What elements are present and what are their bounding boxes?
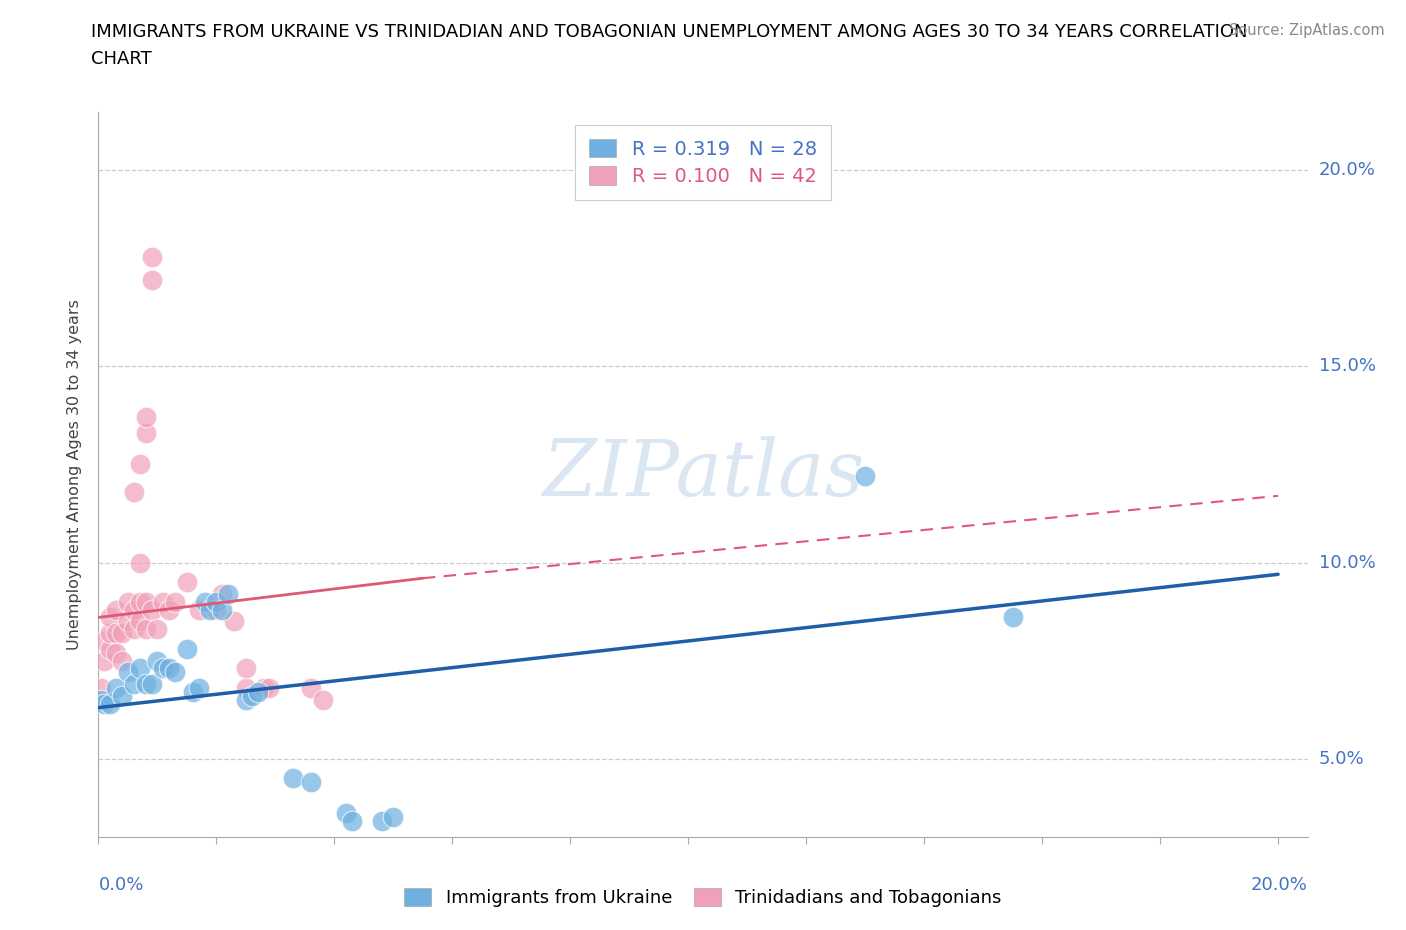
Text: 10.0%: 10.0%	[1319, 553, 1375, 572]
Point	[98, 626, 121, 641]
Point	[240, 688, 263, 703]
Point	[98, 642, 121, 657]
Text: 20.0%: 20.0%	[1251, 876, 1308, 894]
Y-axis label: Unemployment Among Ages 30 to 34 years: Unemployment Among Ages 30 to 34 years	[67, 299, 83, 650]
Point	[176, 642, 198, 657]
Point	[135, 622, 157, 637]
Point	[181, 684, 204, 699]
Point	[111, 626, 134, 641]
Point	[141, 249, 163, 264]
Legend: Immigrants from Ukraine, Trinidadians and Tobagonians: Immigrants from Ukraine, Trinidadians an…	[395, 880, 1011, 916]
Point	[128, 457, 150, 472]
Point	[335, 806, 357, 821]
Text: 20.0%: 20.0%	[1319, 162, 1375, 179]
Point	[152, 594, 174, 609]
Point	[105, 626, 128, 641]
Point	[252, 681, 274, 696]
Text: ZIPatlas: ZIPatlas	[541, 436, 865, 512]
Point	[205, 594, 228, 609]
Point	[211, 587, 233, 602]
Point	[93, 653, 115, 668]
Point	[117, 665, 139, 680]
Text: Source: ZipAtlas.com: Source: ZipAtlas.com	[1229, 23, 1385, 38]
Point	[187, 602, 209, 617]
Point	[135, 426, 157, 441]
Point	[157, 661, 180, 676]
Point	[135, 594, 157, 609]
Point	[157, 602, 180, 617]
Point	[135, 410, 157, 425]
Point	[299, 681, 322, 696]
Point	[1001, 610, 1024, 625]
Point	[311, 692, 333, 707]
Text: 0.0%: 0.0%	[98, 876, 143, 894]
Point	[382, 810, 405, 825]
Text: 15.0%: 15.0%	[1319, 357, 1375, 376]
Point	[128, 555, 150, 570]
Point	[222, 614, 245, 629]
Point	[217, 587, 239, 602]
Point	[122, 485, 145, 499]
Point	[187, 681, 209, 696]
Point	[194, 594, 217, 609]
Point	[165, 665, 187, 680]
Point	[141, 677, 163, 692]
Point	[259, 681, 281, 696]
Point	[235, 692, 257, 707]
Point	[111, 653, 134, 668]
Point	[93, 633, 115, 648]
Point	[90, 681, 112, 696]
Legend: R = 0.319   N = 28, R = 0.100   N = 42: R = 0.319 N = 28, R = 0.100 N = 42	[575, 125, 831, 200]
Point	[122, 622, 145, 637]
Text: IMMIGRANTS FROM UKRAINE VS TRINIDADIAN AND TOBAGONIAN UNEMPLOYMENT AMONG AGES 30: IMMIGRANTS FROM UKRAINE VS TRINIDADIAN A…	[91, 23, 1249, 41]
Point	[141, 272, 163, 287]
Point	[117, 614, 139, 629]
Point	[135, 677, 157, 692]
Point	[853, 469, 876, 484]
Point	[370, 814, 392, 829]
Point	[340, 814, 363, 829]
Point	[211, 602, 233, 617]
Point	[105, 681, 128, 696]
Point	[146, 622, 169, 637]
Point	[128, 614, 150, 629]
Point	[205, 602, 228, 617]
Text: 5.0%: 5.0%	[1319, 750, 1364, 767]
Point	[299, 775, 322, 790]
Point	[111, 688, 134, 703]
Point	[246, 684, 269, 699]
Point	[165, 594, 187, 609]
Point	[128, 661, 150, 676]
Point	[235, 681, 257, 696]
Point	[146, 653, 169, 668]
Point	[152, 661, 174, 676]
Point	[105, 645, 128, 660]
Text: CHART: CHART	[91, 50, 152, 68]
Point	[98, 697, 121, 711]
Point	[93, 697, 115, 711]
Point	[90, 692, 112, 707]
Point	[117, 594, 139, 609]
Point	[200, 602, 222, 617]
Point	[105, 602, 128, 617]
Point	[122, 677, 145, 692]
Point	[122, 602, 145, 617]
Point	[235, 661, 257, 676]
Point	[98, 610, 121, 625]
Point	[281, 771, 304, 786]
Point	[176, 575, 198, 590]
Point	[128, 594, 150, 609]
Point	[141, 602, 163, 617]
